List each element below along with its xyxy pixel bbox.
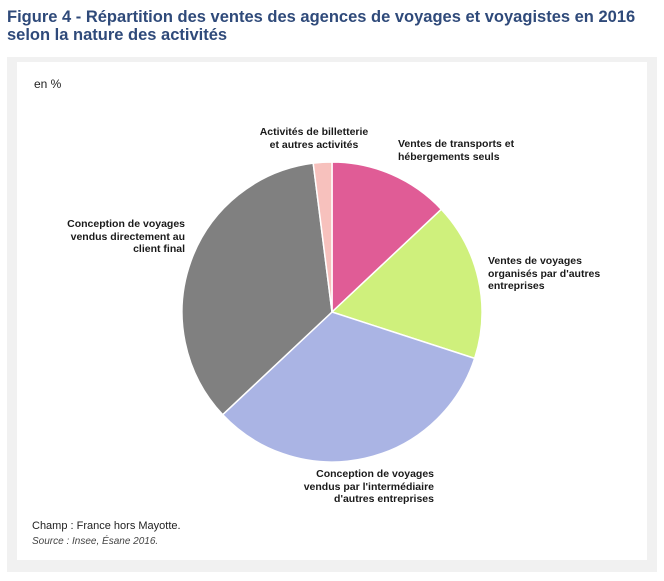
source-note: Source : Insee, Ésane 2016.	[32, 536, 159, 547]
slice-label-transports: Ventes de transports et hébergements seu…	[398, 138, 515, 163]
scope-note: Champ : France hors Mayotte.	[32, 520, 181, 532]
slice-label-conception-directe: Conception de voyages vendus directement…	[67, 218, 185, 255]
figure-title: Figure 4 - Répartition des ventes des ag…	[7, 8, 636, 44]
pie-slice-billetterie	[312, 161, 333, 313]
pie-slice-conception-directe	[181, 162, 333, 416]
pie-slice-conception-intermediaire	[221, 311, 476, 463]
pie-slice-transports	[331, 161, 443, 314]
unit-label: en %	[34, 77, 62, 91]
slice-label-billetterie: Activités de billetterie et autres activ…	[259, 126, 369, 151]
pie-slice-voyages-organises	[330, 208, 483, 360]
slice-label-conception-intermediaire: Conception de voyages vendus par l'inter…	[303, 468, 434, 505]
slice-label-voyages-organises: Ventes de voyages organisés par d'autres…	[488, 255, 601, 292]
